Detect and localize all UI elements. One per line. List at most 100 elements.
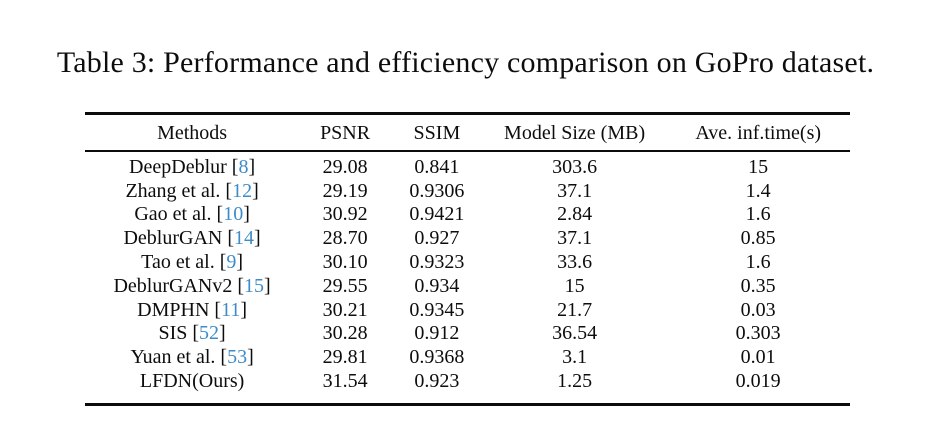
psnr-cell: 30.21	[322, 298, 368, 321]
header-methods: Methods	[157, 121, 228, 144]
table-row: Gao et al. [10] 30.92 0.9421 2.84 1.6	[85, 203, 850, 227]
psnr-cell: 30.92	[322, 203, 368, 226]
method-name: Tao et al. [	[141, 251, 227, 274]
table-row: DeblurGAN [14] 28.70 0.927 37.1 0.85	[85, 226, 850, 250]
ssim-cell: 0.9368	[409, 346, 465, 369]
ssim-cell: 0.9421	[409, 203, 465, 226]
psnr-cell: 29.81	[322, 346, 368, 369]
ssim-cell: 0.934	[414, 274, 460, 297]
ssim-cell: 0.9323	[409, 251, 465, 274]
method-cell: Zhang et al. [12]	[85, 181, 299, 201]
model-size-cell: 37.1	[557, 179, 593, 202]
table-caption: Table 3: Performance and efficiency comp…	[56, 46, 875, 79]
model-size-cell: 2.84	[557, 203, 593, 226]
psnr-cell: 28.70	[322, 227, 368, 250]
inf-time-cell: 1.6	[745, 251, 771, 274]
ssim-cell: 0.912	[414, 322, 460, 345]
table-top-rule	[85, 112, 850, 115]
citation-number: 10	[223, 203, 244, 226]
psnr-cell: 29.19	[322, 179, 368, 202]
model-size-cell: 37.1	[557, 227, 593, 250]
table-row: DeblurGANv2 [15] 29.55 0.934 15 0.35	[85, 274, 850, 298]
method-cell: DeblurGANv2 [15]	[85, 276, 299, 296]
method-cell: Tao et al. [9]	[85, 252, 299, 272]
psnr-cell: 30.10	[322, 251, 368, 274]
inf-time-cell: 0.01	[740, 346, 776, 369]
citation-bracket: ]	[252, 179, 259, 202]
header-inf-time: Ave. inf.time(s)	[695, 121, 822, 144]
ssim-cell: 0.841	[414, 155, 460, 178]
inf-time-cell: 0.03	[740, 298, 776, 321]
citation-bracket: ]	[264, 274, 271, 297]
psnr-cell: 29.08	[322, 155, 368, 178]
model-size-cell: 33.6	[557, 251, 593, 274]
table-row: DeepDeblur [8] 29.08 0.841 303.6 15	[85, 155, 850, 179]
citation-bracket: ]	[236, 251, 244, 274]
method-name: DeepDeblur [	[129, 155, 239, 178]
model-size-cell: 36.54	[552, 322, 598, 345]
ssim-cell: 0.9345	[409, 298, 465, 321]
table-bottom-rule	[85, 402, 850, 406]
method-name: Yuan et al. [	[130, 346, 228, 369]
model-size-cell: 1.25	[557, 370, 593, 393]
ssim-cell: 0.927	[414, 227, 460, 250]
citation-number: 9	[226, 251, 237, 274]
citation-number: 12	[232, 179, 253, 202]
method-name: SIS [	[158, 322, 200, 345]
inf-time-cell: 0.303	[735, 322, 781, 345]
method-cell: DeblurGAN [14]	[85, 228, 299, 248]
table-row: LFDN(Ours) 31.54 0.923 1.25 0.019	[85, 369, 850, 393]
inf-time-cell: 1.6	[745, 203, 771, 226]
table-row: Yuan et al. [53] 29.81 0.9368 3.1 0.01	[85, 345, 850, 369]
table-header-row: Methods PSNR SSIM Model Size (MB) Ave. i…	[85, 115, 850, 150]
model-size-cell: 303.6	[552, 155, 598, 178]
table-row: DMPHN [11] 30.21 0.9345 21.7 0.03	[85, 298, 850, 322]
psnr-cell: 31.54	[322, 370, 368, 393]
header-model-size: Model Size (MB)	[504, 121, 646, 144]
model-size-cell: 3.1	[562, 346, 588, 369]
citation-bracket: ]	[240, 298, 248, 321]
citation-bracket: ]	[247, 346, 254, 369]
inf-time-cell: 15	[748, 155, 769, 178]
citation-number: 52	[199, 322, 220, 345]
model-size-cell: 15	[564, 274, 585, 297]
table-body: DeepDeblur [8] 29.08 0.841 303.6 15 Zhan…	[85, 152, 850, 403]
method-cell: SIS [52]	[85, 323, 299, 343]
header-ssim: SSIM	[413, 121, 461, 144]
citation-number: 11	[221, 298, 241, 321]
method-name: Zhang et al. [	[125, 179, 233, 202]
method-cell: DeepDeblur [8]	[85, 157, 299, 177]
table-row: Zhang et al. [12] 29.19 0.9306 37.1 1.4	[85, 179, 850, 203]
psnr-cell: 29.55	[322, 274, 368, 297]
citation-number: 53	[227, 346, 248, 369]
table-row: Tao et al. [9] 30.10 0.9323 33.6 1.6	[85, 250, 850, 274]
method-name: Gao et al. [	[134, 203, 224, 226]
psnr-cell: 30.28	[322, 322, 368, 345]
results-table: Methods PSNR SSIM Model Size (MB) Ave. i…	[85, 112, 850, 406]
table-row: SIS [52] 30.28 0.912 36.54 0.303	[85, 322, 850, 346]
ssim-cell: 0.923	[414, 370, 460, 393]
citation-number: 15	[244, 274, 265, 297]
ssim-cell: 0.9306	[409, 179, 465, 202]
method-name: DeblurGANv2 [	[113, 274, 245, 297]
header-rule	[85, 150, 850, 152]
citation-number: 8	[238, 155, 249, 178]
inf-time-cell: 0.35	[740, 274, 776, 297]
method-name: DMPHN [	[137, 298, 222, 321]
citation-bracket: ]	[243, 203, 250, 226]
inf-time-cell: 1.4	[745, 179, 771, 202]
method-cell: Yuan et al. [53]	[85, 347, 299, 367]
citation-bracket: ]	[254, 227, 261, 250]
model-size-cell: 21.7	[557, 298, 593, 321]
method-cell: DMPHN [11]	[85, 300, 299, 320]
citation-bracket: ]	[219, 322, 226, 345]
method-cell: LFDN(Ours)	[85, 371, 299, 391]
citation-bracket: ]	[248, 155, 256, 178]
method-name: DeblurGAN [	[123, 227, 235, 250]
inf-time-cell: 0.019	[735, 370, 781, 393]
method-name: LFDN(Ours)	[139, 370, 245, 393]
inf-time-cell: 0.85	[740, 227, 776, 250]
method-cell: Gao et al. [10]	[85, 204, 299, 224]
citation-number: 14	[234, 227, 255, 250]
header-psnr: PSNR	[320, 121, 371, 144]
